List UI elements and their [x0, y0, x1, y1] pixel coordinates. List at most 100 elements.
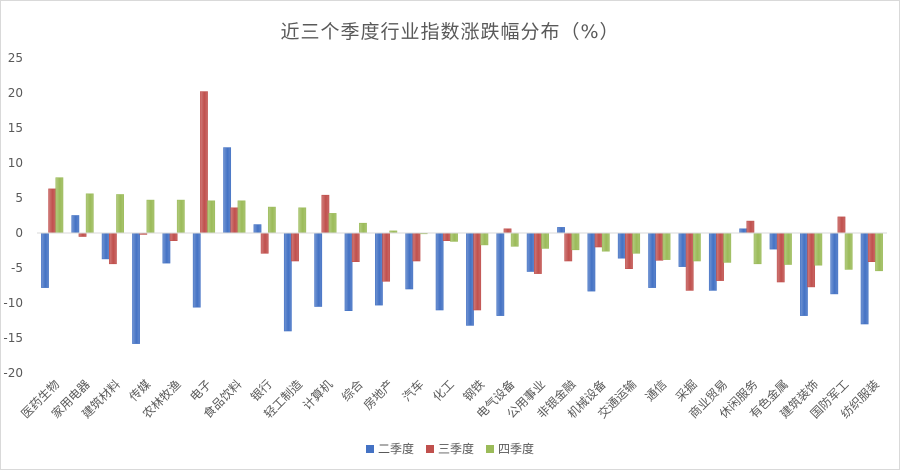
bar-2-15: [473, 232, 482, 311]
bar-2-14: [442, 232, 451, 241]
bar-2-6: [200, 91, 208, 234]
bar-1-25: [769, 232, 778, 250]
bar-1-19: [587, 232, 596, 292]
bar-3-17: [541, 232, 549, 249]
bar-2-26: [807, 232, 816, 288]
x-tick-label: 综合: [338, 377, 366, 405]
y-tick-label: 25: [8, 51, 23, 65]
bar-3-27: [844, 232, 853, 270]
bar-2-21: [655, 232, 664, 261]
x-tick-label: 银行: [248, 377, 275, 404]
bar-3-3: [116, 194, 124, 234]
bar-2-20: [625, 232, 633, 270]
bar-2-17: [533, 232, 542, 274]
bar-2-5: [169, 232, 178, 241]
bar-1-1: [41, 232, 49, 288]
bar-3-8: [267, 206, 276, 234]
bar-3-22: [692, 232, 701, 262]
legend-item: 三季度: [425, 440, 474, 457]
x-tick-label: 化工: [430, 377, 457, 404]
bar-3-15: [480, 232, 489, 246]
bar-3-25: [784, 232, 792, 265]
bar-3-2: [85, 193, 94, 234]
bar-1-21: [648, 232, 657, 288]
legend-label: 三季度: [437, 442, 474, 456]
bar-2-24: [746, 220, 755, 234]
bar-1-18: [557, 227, 565, 234]
bar-1-22: [678, 232, 687, 267]
bar-1-13: [405, 232, 414, 290]
bar-3-26: [814, 232, 823, 266]
bar-1-4: [132, 232, 140, 344]
bar-3-11: [359, 222, 367, 234]
bar-1-10: [314, 232, 323, 307]
bar-2-8: [260, 232, 269, 254]
bar-3-21: [662, 232, 671, 260]
y-tick-label: -10: [3, 296, 23, 310]
bar-3-28: [875, 232, 883, 272]
bar-2-9: [291, 232, 299, 262]
bar-2-7: [230, 207, 239, 234]
bar-1-20: [617, 232, 626, 259]
legend-swatch: [425, 444, 434, 453]
bar-3-1: [55, 177, 64, 234]
y-tick-label: 5: [15, 191, 23, 205]
legend-label: 二季度: [377, 442, 414, 456]
bar-3-7: [237, 200, 246, 234]
bar-2-10: [321, 194, 330, 234]
bar-1-15: [466, 232, 474, 326]
bar-2-11: [351, 232, 360, 263]
x-tick-label: 采掘: [672, 377, 700, 405]
bar-1-8: [253, 224, 262, 234]
x-tick-label: 汽车: [399, 377, 427, 405]
legend-item: 四季度: [486, 440, 534, 457]
bar-2-13: [412, 232, 421, 262]
legend-swatch: [486, 444, 494, 453]
bar-3-20: [632, 232, 641, 254]
bar-3-14: [450, 232, 458, 242]
bar-1-5: [162, 232, 171, 264]
chart-title: 近三个季度行业指数涨跌幅分布（%）: [280, 21, 620, 43]
x-tick-label: 电子: [187, 377, 214, 404]
x-tick-label: 通信: [643, 377, 670, 404]
y-tick-label: -5: [11, 261, 23, 275]
bar-1-2: [71, 215, 80, 234]
bar-2-2: [78, 232, 87, 237]
bar-1-27: [830, 232, 839, 295]
legend-item: 二季度: [365, 440, 414, 457]
bar-2-1: [48, 188, 57, 234]
bar-3-18: [571, 232, 580, 251]
y-tick-label: -20: [3, 366, 23, 380]
bar-2-19: [594, 232, 603, 248]
y-tick-label: 20: [8, 86, 23, 100]
x-tick-label: 房地产: [360, 377, 396, 413]
bar-1-26: [800, 232, 808, 316]
bar-1-14: [435, 232, 444, 311]
bar-1-11: [344, 232, 353, 311]
bar-1-6: [192, 232, 201, 308]
bar-1-16: [496, 232, 505, 316]
legend-swatch: [365, 444, 374, 453]
bar-3-19: [601, 232, 610, 252]
bar-3-4: [146, 199, 155, 234]
bar-2-12: [382, 232, 391, 282]
bar-2-22: [685, 232, 694, 291]
y-tick-label: 0: [15, 226, 23, 240]
bar-3-9: [298, 207, 307, 234]
bar-3-16: [510, 232, 519, 247]
bar-2-18: [564, 232, 573, 262]
bar-1-7: [223, 147, 232, 234]
chart-legend: 二季度 三季度 四季度: [1, 440, 899, 457]
y-tick-label: 10: [8, 156, 23, 170]
bar-3-10: [328, 213, 337, 234]
bar-3-24: [753, 232, 762, 265]
bar-3-6: [207, 200, 216, 234]
bar-3-23: [723, 232, 732, 263]
bar-3-5: [176, 199, 185, 234]
bar-1-3: [101, 232, 110, 260]
y-tick-label: 15: [8, 121, 23, 135]
bar-2-3: [108, 232, 117, 265]
bar-1-17: [526, 232, 535, 272]
